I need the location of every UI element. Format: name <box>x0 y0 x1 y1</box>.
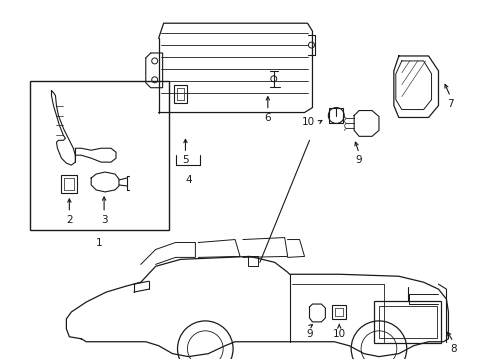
Text: 7: 7 <box>446 99 453 109</box>
Bar <box>173 85 187 103</box>
Text: 9: 9 <box>305 329 312 339</box>
Text: 5: 5 <box>182 155 188 165</box>
Text: 9: 9 <box>355 155 362 165</box>
Bar <box>328 108 343 123</box>
Text: 10: 10 <box>332 329 345 339</box>
Bar <box>61 175 77 193</box>
Text: 8: 8 <box>449 344 456 354</box>
Bar <box>373 301 441 343</box>
Text: 10: 10 <box>301 117 314 127</box>
Text: 6: 6 <box>264 113 270 122</box>
Bar <box>332 305 346 319</box>
Bar <box>247 256 257 266</box>
Text: 2: 2 <box>66 215 73 225</box>
Text: 3: 3 <box>101 215 107 225</box>
Bar <box>378 306 436 338</box>
Bar <box>30 81 168 230</box>
Text: 1: 1 <box>96 238 102 248</box>
Text: 4: 4 <box>185 175 191 185</box>
